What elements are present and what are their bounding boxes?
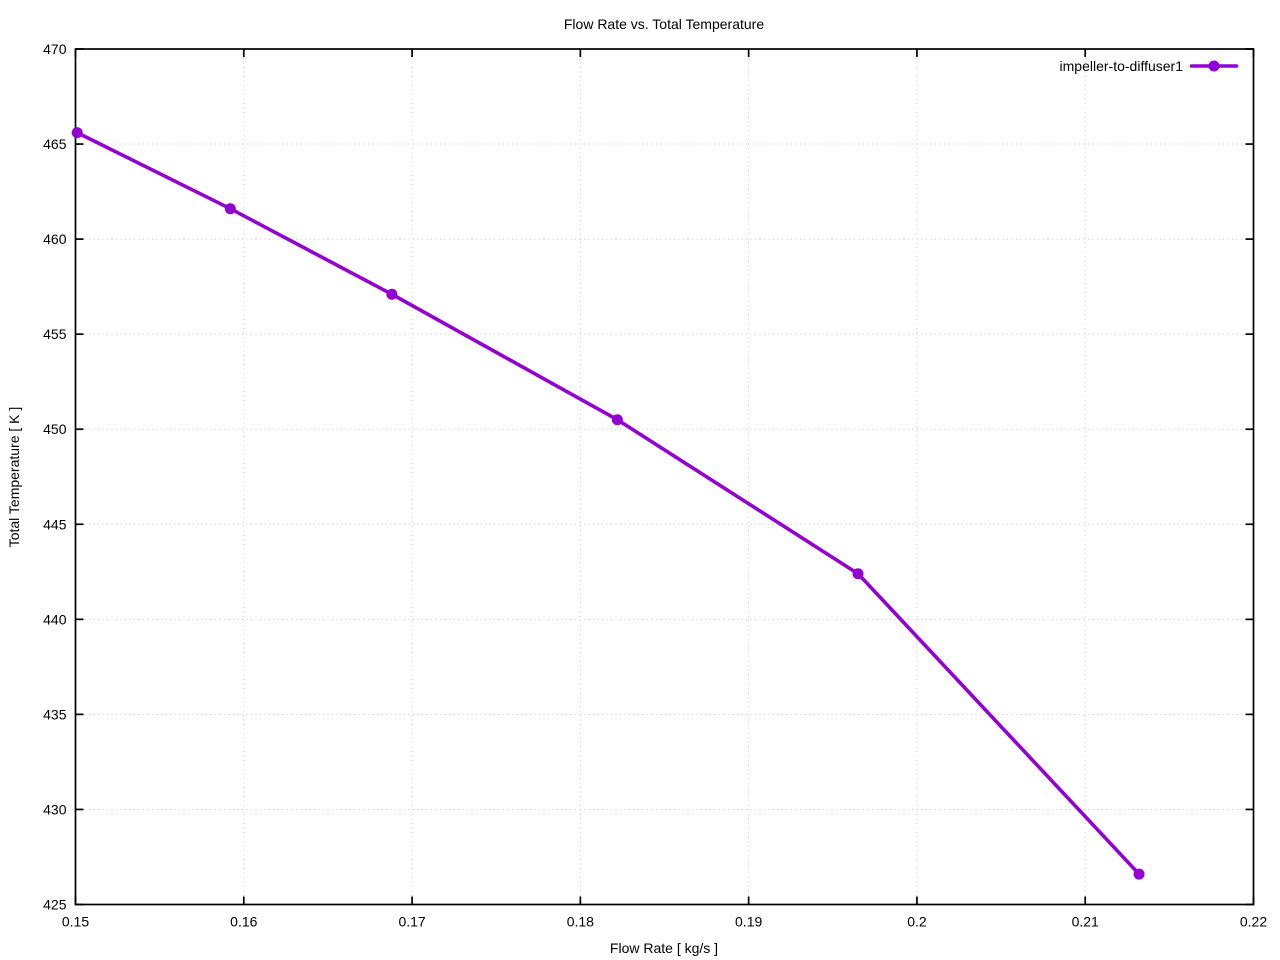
y-tick-label: 470 [43,41,67,57]
legend-sample-marker [1208,60,1220,72]
y-axis-label: Total Temperature [ K ] [6,406,22,548]
series-point-marker [224,203,236,215]
plot-border [74,48,1255,906]
y-tick-label: 460 [43,231,67,247]
y-tick-label: 450 [43,421,67,437]
x-axis-label: Flow Rate [ kg/s ] [609,940,719,956]
x-tick-label: 0.19 [735,914,762,930]
x-tick-label: 0.21 [1072,914,1099,930]
x-tick-label: 0.15 [62,914,89,930]
series-point-marker [852,568,864,580]
legend-entry-label: impeller-to-diffuser1 [1059,58,1183,74]
x-tick-label: 0.18 [567,914,594,930]
y-tick-label: 430 [43,801,67,817]
x-tick-label: 0.2 [907,914,927,930]
chart-title: Flow Rate vs. Total Temperature [563,16,765,32]
y-tick-label: 425 [43,897,67,913]
y-tick-label: 455 [43,326,67,342]
y-tick-label: 440 [43,611,67,627]
x-tick-label: 0.16 [230,914,257,930]
series-point-marker [386,288,398,300]
y-tick-label: 445 [43,516,67,532]
series-point-marker [71,127,83,139]
series-line [75,130,1141,876]
y-tick-label: 435 [43,706,67,722]
x-tick-label: 0.17 [398,914,425,930]
series-point-marker [1133,868,1145,880]
x-tick-label: 0.22 [1240,914,1267,930]
series-point-marker [611,414,623,426]
y-tick-label: 465 [43,136,67,152]
